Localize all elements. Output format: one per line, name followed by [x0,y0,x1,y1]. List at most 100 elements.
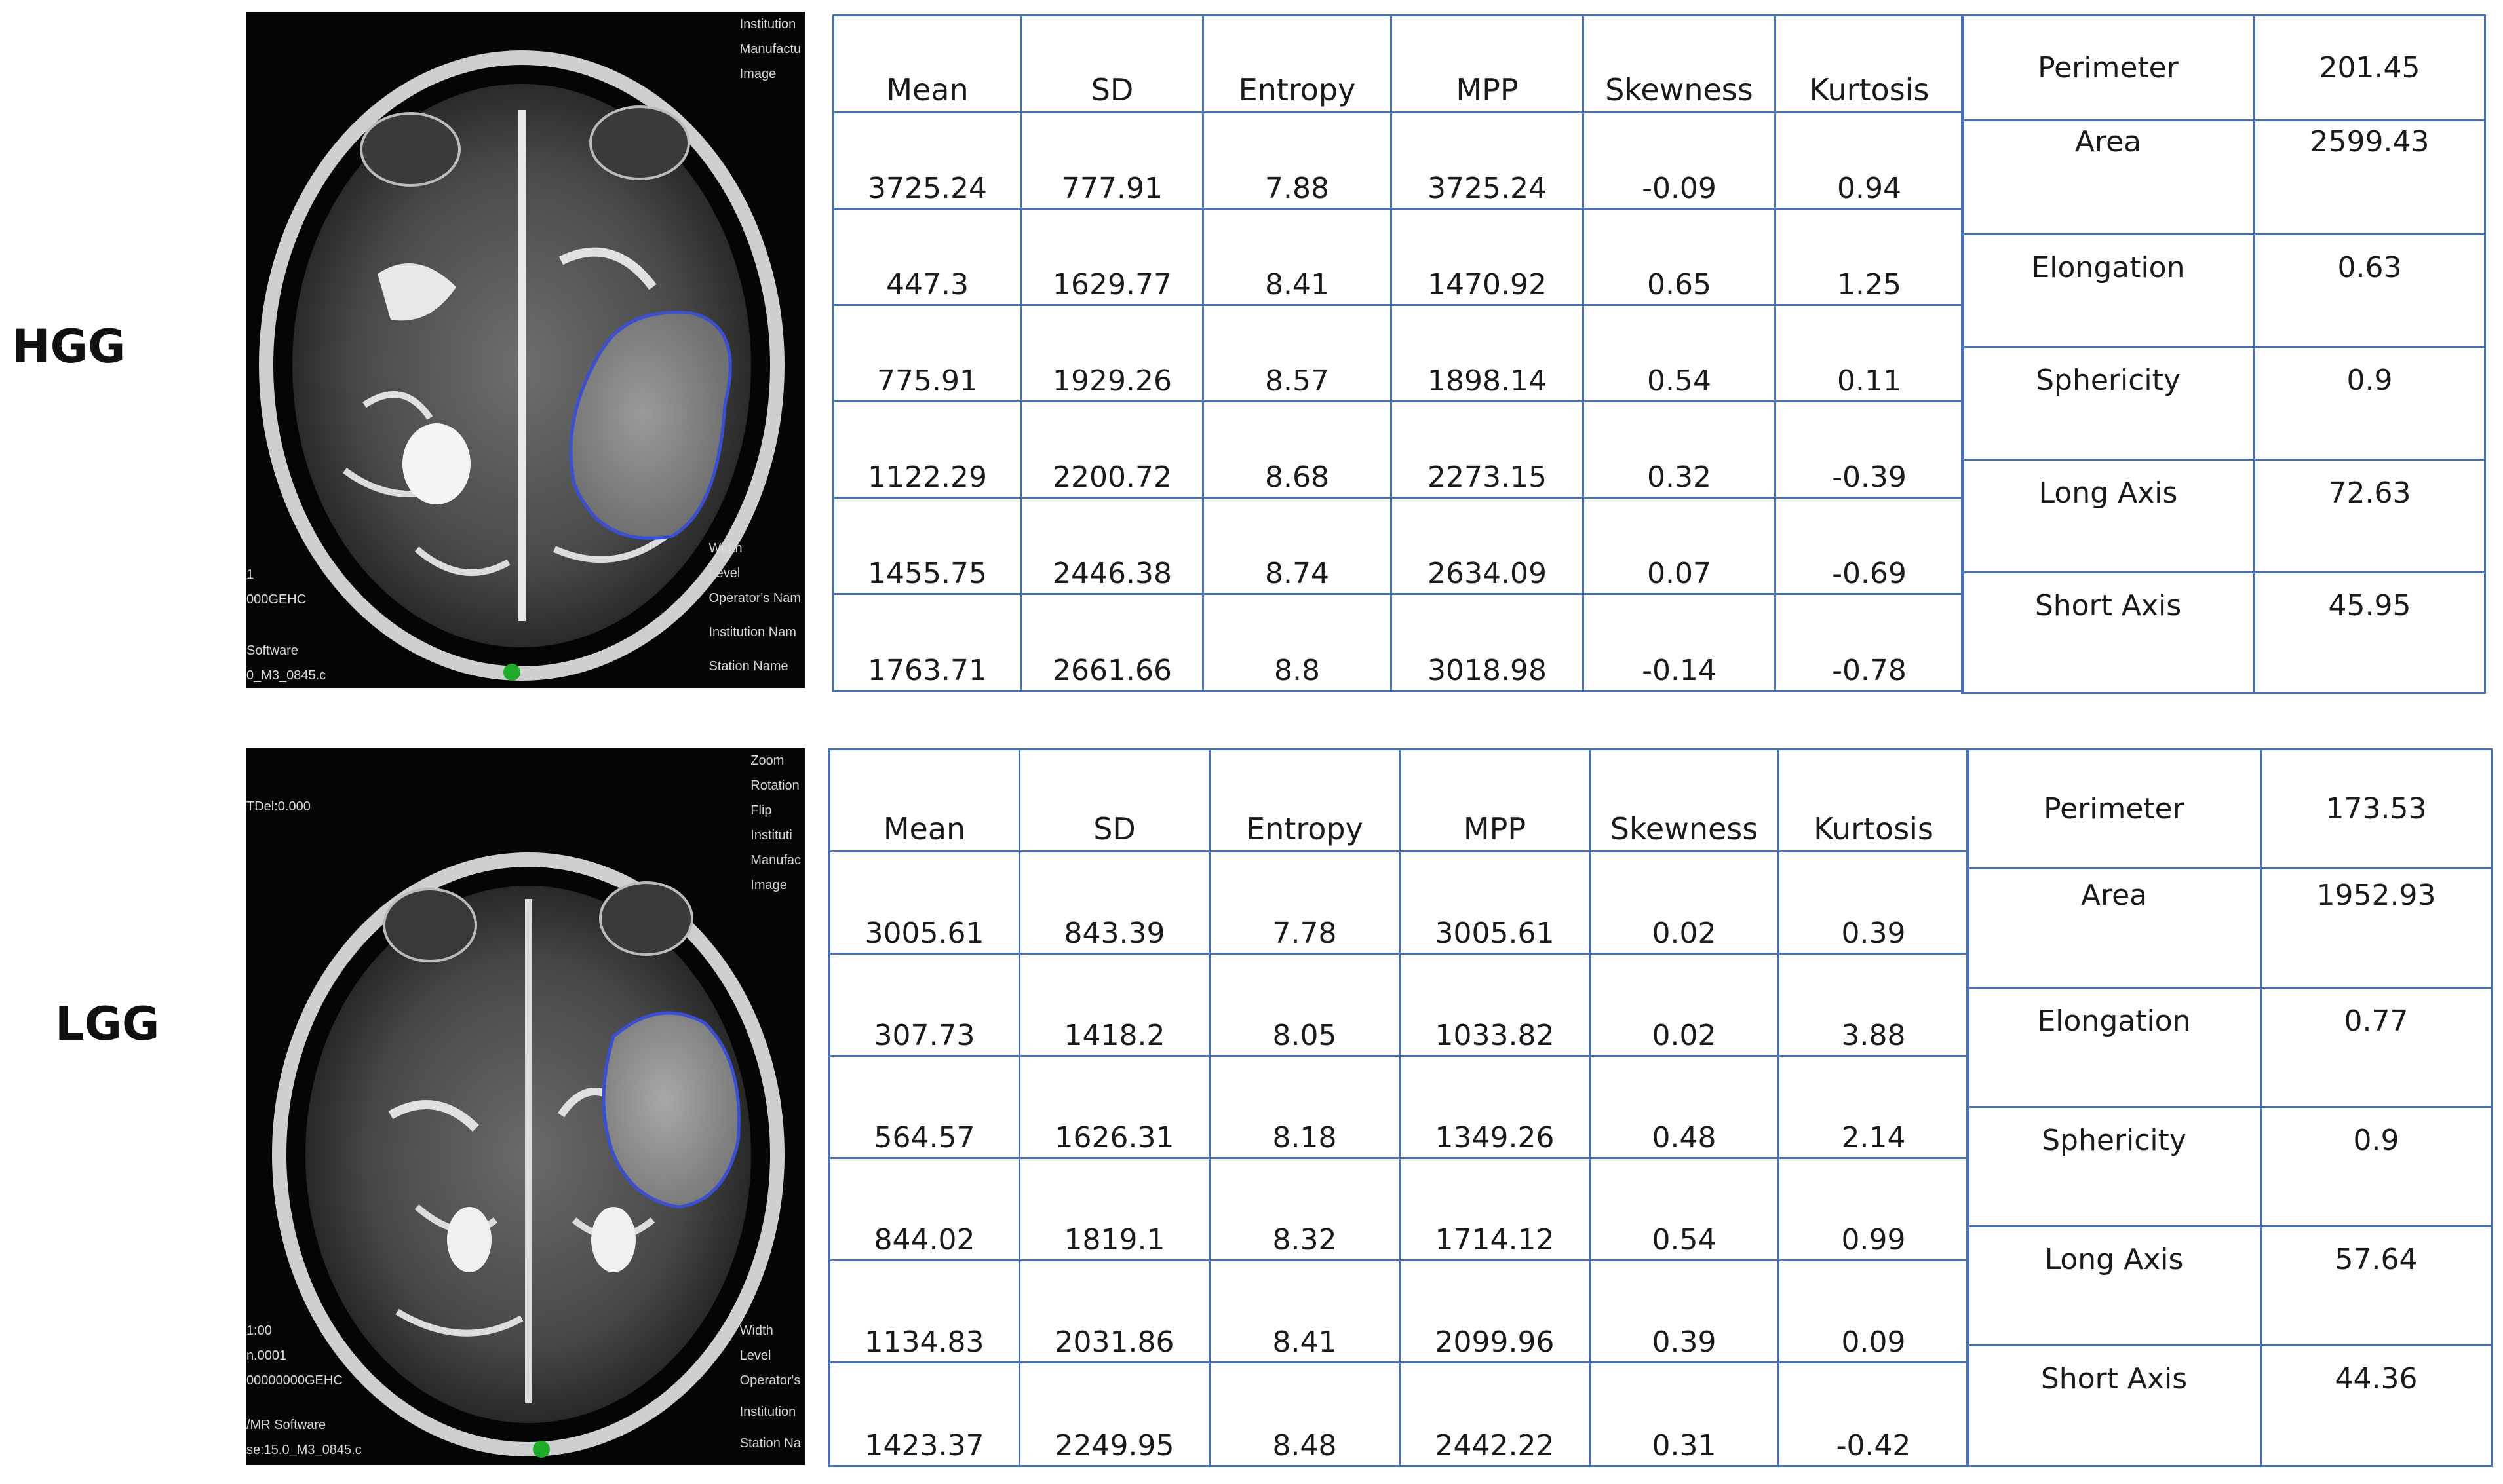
table-row: 1455.75 2446.38 8.74 2634.09 0.07 -0.69 [832,497,1964,595]
table-cell: -0.39 [1774,400,1964,499]
table-row: 307.73 1418.2 8.05 1033.82 0.02 3.88 [828,953,1969,1057]
table-cell: 3018.98 [1390,593,1584,692]
hgg-header-kurtosis: Kurtosis [1774,14,1964,113]
table-cell: 1819.1 [1019,1157,1211,1261]
table-cell: 1122.29 [832,400,1022,499]
table-cell: -0.14 [1582,593,1776,692]
table-cell: 2.14 [1777,1055,1969,1159]
table-row: 3725.24 777.91 7.88 3725.24 -0.09 0.94 [832,111,1964,210]
table-cell: 8.48 [1209,1361,1401,1467]
table-cell: 1929.26 [1020,304,1204,402]
lgg-shape-value-long-axis: 57.64 [2260,1225,2493,1346]
lgg-header-mean: Mean [828,748,1020,852]
table-cell: 843.39 [1019,850,1211,955]
table-cell: 0.65 [1582,208,1776,306]
table-cell: -0.42 [1777,1361,1969,1467]
hgg-overlay-left-0: 1 [246,567,254,582]
lgg-overlay-left-1: 1:00 [246,1323,272,1338]
table-cell: 8.8 [1202,593,1392,692]
lgg-overlay-right-9: Institution [739,1405,796,1419]
table-cell: 2249.95 [1019,1361,1211,1467]
table-cell: -0.78 [1774,593,1964,692]
hgg-shape-label-perimeter: Perimeter [1961,14,2255,121]
hgg-shape-value-elongation: 0.63 [2253,233,2486,348]
table-cell: 2634.09 [1390,497,1584,595]
table-cell: 1134.83 [828,1259,1020,1363]
table-cell: 1349.26 [1399,1055,1591,1159]
table-cell: 1714.12 [1399,1157,1591,1261]
hgg-shape-value-perimeter: 201.45 [2253,14,2486,121]
table-cell: 0.99 [1777,1157,1969,1261]
brain-scan-icon [259,50,785,681]
table-cell: 8.41 [1209,1259,1401,1363]
lgg-header-entropy: Entropy [1209,748,1401,852]
lgg-overlay-right-5: Image [750,878,787,892]
lgg-shape-label-sphericity: Sphericity [1966,1106,2262,1227]
table-cell: 0.39 [1589,1259,1779,1363]
hgg-header-sd: SD [1020,14,1204,113]
table-cell: 2031.86 [1019,1259,1211,1363]
table-cell: -0.69 [1774,497,1964,595]
table-cell: 0.31 [1589,1361,1779,1467]
hgg-overlay-left-3: 0_M3_0845.c [246,668,326,683]
table-cell: 0.54 [1582,304,1776,402]
lgg-shape-table: Perimeter 173.53 Area 1952.93 Elongation… [1966,748,2493,1467]
table-cell: 0.02 [1589,953,1779,1057]
table-cell: 0.07 [1582,497,1776,595]
hgg-overlay-right-3: Width [708,541,743,556]
table-cell: 0.39 [1777,850,1969,955]
table-cell: 2442.22 [1399,1361,1591,1467]
hgg-overlay-right-7: Station Name [708,659,788,674]
table-cell: 1418.2 [1019,953,1211,1057]
table-cell: 564.57 [828,1055,1020,1159]
lgg-overlay-left-4: /MR Software [246,1418,326,1432]
table-cell: 8.41 [1202,208,1392,306]
table-cell: 1.25 [1774,208,1964,306]
lgg-header-kurtosis: Kurtosis [1777,748,1969,852]
lgg-mri-image: Zoom Rotation Flip Instituti Manufac Ima… [246,748,805,1465]
hgg-shape-label-elongation: Elongation [1961,233,2255,348]
lgg-overlay-right-3: Instituti [750,828,792,843]
lgg-overlay-right-2: Flip [750,803,772,818]
hgg-shape-value-long-axis: 72.63 [2253,459,2486,573]
hgg-shape-value-short-axis: 45.95 [2253,571,2486,694]
lgg-overlay-right-8: Operator's [739,1373,801,1388]
table-row: 1134.83 2031.86 8.41 2099.96 0.39 0.09 [828,1259,1969,1363]
lgg-overlay-right-1: Rotation [750,778,800,793]
lgg-label: LGG [55,997,160,1051]
hgg-header-skewness: Skewness [1582,14,1776,113]
table-cell: 3725.24 [1390,111,1584,210]
lgg-shape-value-area: 1952.93 [2260,867,2493,989]
table-cell: 7.78 [1209,850,1401,955]
table-cell: 0.32 [1582,400,1776,499]
lgg-shape-value-perimeter: 173.53 [2260,748,2493,869]
hgg-overlay-right-1: Manufactu [739,42,801,56]
lgg-overlay-right-4: Manufac [750,853,801,867]
hgg-overlay-right-2: Image [739,67,777,81]
table-cell: 0.54 [1589,1157,1779,1261]
hgg-overlay-left-1: 000GEHC [246,592,307,607]
table-row: 564.57 1626.31 8.18 1349.26 0.48 2.14 [828,1055,1969,1159]
table-row: 844.02 1819.1 8.32 1714.12 0.54 0.99 [828,1157,1969,1261]
lgg-overlay-left-0: TDel:0.000 [246,799,311,814]
lgg-header-sd: SD [1019,748,1211,852]
lgg-overlay-left-5: se:15.0_M3_0845.c [246,1443,362,1457]
brain-scan-icon [272,852,785,1458]
table-cell: -0.09 [1582,111,1776,210]
table-cell: 844.02 [828,1157,1020,1261]
table-cell: 8.32 [1209,1157,1401,1261]
lgg-overlay-right-6: Width [739,1323,773,1338]
table-cell: 2200.72 [1020,400,1204,499]
table-cell: 7.88 [1202,111,1392,210]
table-cell: 8.57 [1202,304,1392,402]
lgg-shape-value-sphericity: 0.9 [2260,1106,2493,1227]
lgg-shape-label-short-axis: Short Axis [1966,1344,2262,1467]
table-cell: 307.73 [828,953,1020,1057]
table-cell: 1763.71 [832,593,1022,692]
hgg-overlay-left-2: Software [246,643,298,658]
table-cell: 1470.92 [1390,208,1584,306]
table-cell: 3005.61 [1399,850,1591,955]
hgg-header-mean: Mean [832,14,1022,113]
table-cell: 1455.75 [832,497,1022,595]
hgg-header-entropy: Entropy [1202,14,1392,113]
